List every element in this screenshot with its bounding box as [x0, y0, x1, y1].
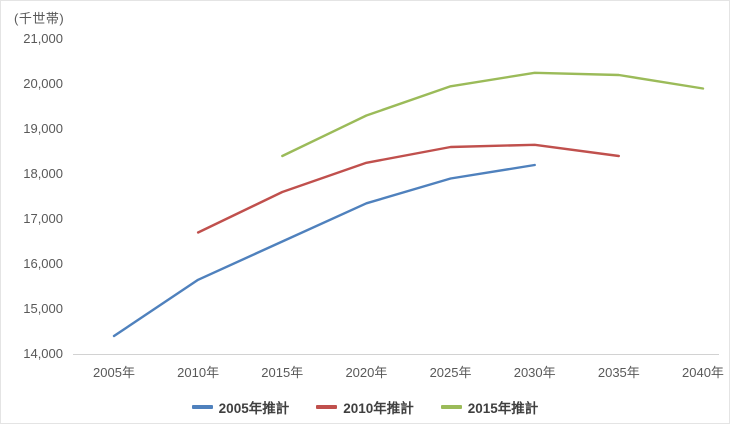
legend-line-marker-icon [316, 405, 338, 409]
x-axis-tick-label: 2025年 [429, 365, 472, 380]
y-axis-tick-label: 14,000 [23, 346, 63, 361]
y-axis-tick-label: 15,000 [23, 301, 63, 316]
y-axis-tick-label: 19,000 [23, 121, 63, 136]
x-axis-tick-label: 2005年 [93, 365, 135, 380]
series-line-1 [196, 143, 620, 234]
legend: 2005年推計 2010年推計 2015年推計 [1, 397, 729, 417]
x-axis-tick-label: 2020年 [345, 365, 388, 380]
y-axis-tick-label: 17,000 [23, 211, 63, 226]
series-line-2 [281, 71, 705, 158]
series-line-0 [112, 163, 536, 338]
y-axis-unit-label: (千世帯) [14, 11, 65, 26]
legend-item-1: 2010年推計 [316, 397, 414, 417]
legend-label: 2010年推計 [343, 401, 414, 416]
x-axis-tick-label: 2040年 [682, 365, 724, 380]
y-axis-tick-label: 21,000 [23, 31, 63, 46]
legend-item-2: 2015年推計 [440, 397, 539, 417]
y-axis-tick-label: 20,000 [23, 76, 63, 91]
x-axis-tick-label: 2035年 [597, 365, 640, 380]
y-axis-tick-label: 18,000 [23, 166, 63, 181]
legend-label: 2015年推計 [467, 401, 539, 416]
legend-label: 2005年推計 [218, 401, 290, 416]
legend-line-marker-icon [440, 405, 462, 409]
x-axis-tick-label: 2030年 [513, 365, 556, 380]
y-axis-tick-label: 16,000 [23, 256, 63, 271]
legend-item-0: 2005年推計 [191, 397, 290, 417]
x-axis-tick-label: 2010年 [177, 365, 220, 380]
legend-line-marker-icon [191, 405, 213, 409]
x-axis-tick-label: 2015年 [261, 365, 304, 380]
